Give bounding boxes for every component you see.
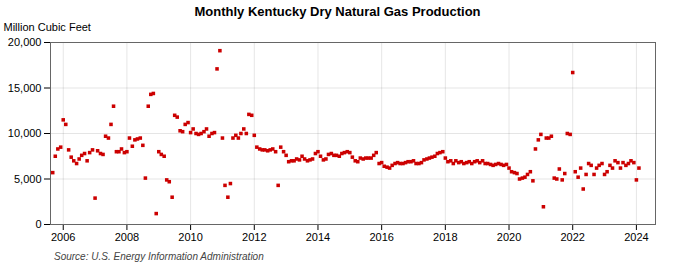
svg-text:Million Cubic Feet: Million Cubic Feet	[4, 21, 91, 33]
svg-text:10,000: 10,000	[8, 127, 42, 139]
svg-text:2024: 2024	[624, 231, 648, 243]
svg-text:2008: 2008	[115, 231, 139, 243]
html-text:Monthly Kentucky Dry Natural G: Monthly Kentucky Dry Natural Gas Product…	[194, 4, 481, 19]
svg-text:2012: 2012	[242, 231, 266, 243]
svg-text:5,000: 5,000	[14, 173, 42, 185]
html-text:Source: U.S. Energy Informatio: Source: U.S. Energy Information Administ…	[54, 251, 264, 262]
svg-text:2014: 2014	[306, 231, 330, 243]
svg-text:2018: 2018	[433, 231, 457, 243]
svg-text:20,000: 20,000	[8, 36, 42, 48]
svg-text:15,000: 15,000	[8, 82, 42, 94]
svg-text:2016: 2016	[369, 231, 393, 243]
svg-text:2006: 2006	[51, 231, 75, 243]
svg-text:2020: 2020	[497, 231, 521, 243]
svg-text:0: 0	[35, 218, 41, 230]
svg-text:2010: 2010	[178, 231, 202, 243]
svg-text:2022: 2022	[560, 231, 584, 243]
